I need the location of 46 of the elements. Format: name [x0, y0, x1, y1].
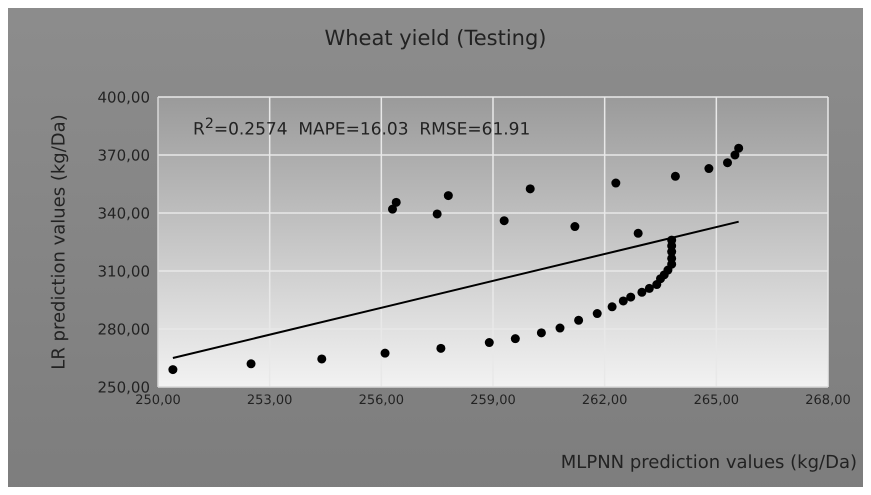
point [388, 204, 397, 214]
y-tick-label: 340,00 [98, 204, 150, 222]
point [484, 338, 494, 348]
point [444, 191, 453, 200]
point [618, 296, 628, 306]
point [730, 150, 740, 160]
point [380, 348, 390, 358]
point [608, 302, 617, 312]
point [500, 216, 509, 226]
point [644, 284, 654, 293]
chart-title: Wheat yield (Testing) [323, 26, 548, 50]
point [536, 328, 546, 338]
point [704, 164, 714, 174]
point [626, 292, 636, 302]
point [637, 288, 646, 297]
point [526, 184, 535, 194]
point [436, 344, 446, 353]
x-tick-label: 268,00 [805, 393, 851, 408]
point [634, 228, 643, 238]
point [734, 144, 744, 153]
point [432, 209, 442, 218]
point [592, 309, 602, 318]
point [611, 178, 620, 188]
x-tick-label: 256,00 [358, 393, 404, 408]
point [168, 365, 178, 374]
point [570, 222, 580, 232]
x-axis-title: MLPNN prediction values (kg/Da) [560, 452, 857, 473]
x-tick-label: 250,00 [135, 393, 181, 408]
annotation: R$^{2}$=0.2574 MAPE=16.03 RMSE=61.91 [193, 116, 530, 140]
point [556, 324, 564, 333]
y-tick-label: 400,00 [98, 88, 150, 106]
x-tick-label: 253,00 [246, 393, 292, 408]
y-tick-label: 310,00 [98, 262, 150, 280]
point [392, 198, 401, 207]
point [317, 354, 326, 364]
y-axis-title: LR prediction values (kg/Da) [48, 114, 70, 370]
point [723, 158, 732, 168]
y-tick-label: 280,00 [98, 320, 150, 338]
point [510, 334, 520, 344]
point [574, 316, 584, 325]
x-tick-label: 259,00 [470, 393, 516, 408]
point [246, 359, 256, 368]
x-tick-label: 265,00 [694, 393, 740, 408]
point [670, 172, 680, 181]
y-tick-label: 370,00 [98, 146, 150, 164]
x-tick-label: 262,00 [582, 393, 628, 408]
